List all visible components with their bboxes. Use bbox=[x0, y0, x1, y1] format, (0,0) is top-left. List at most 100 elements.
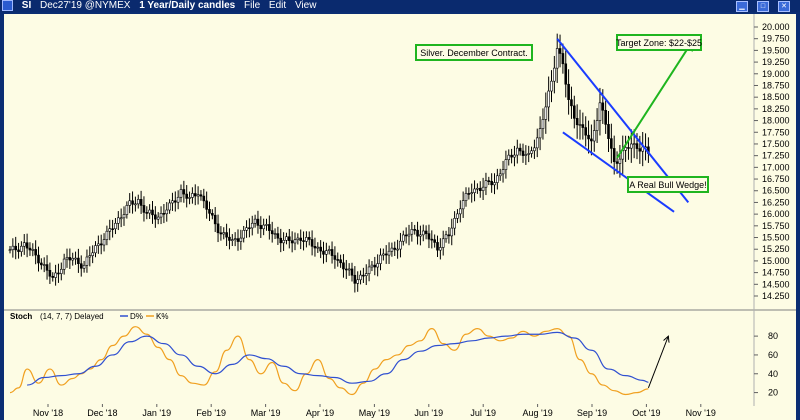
date-tick-label: Jan '19 bbox=[142, 408, 171, 418]
candle bbox=[439, 238, 442, 260]
candle bbox=[572, 95, 576, 129]
candle bbox=[570, 86, 573, 119]
price-tick-label: 18.000 bbox=[762, 116, 790, 126]
candle bbox=[54, 264, 57, 286]
menu-view[interactable]: View bbox=[294, 0, 317, 12]
candle bbox=[590, 124, 593, 156]
stoch-name: Stoch bbox=[10, 312, 32, 321]
candle bbox=[102, 233, 106, 252]
candle bbox=[108, 219, 112, 241]
date-tick-label: Nov '18 bbox=[33, 408, 63, 418]
date-tick-label: Sep '19 bbox=[577, 408, 607, 418]
annotation-target[interactable]: Target Zone: $22-$25 bbox=[616, 34, 702, 51]
candle bbox=[421, 224, 425, 242]
stoch-tick-label: 40 bbox=[768, 369, 778, 379]
annotation-contract-text: Silver. December Contract. bbox=[420, 48, 528, 58]
close-icon[interactable]: ✕ bbox=[778, 1, 790, 12]
price-tick-label: 15.750 bbox=[762, 221, 790, 231]
symbol-label[interactable]: SI bbox=[21, 0, 32, 12]
candle bbox=[305, 231, 308, 248]
candle bbox=[248, 218, 251, 238]
price-tick-label: 14.750 bbox=[762, 268, 790, 278]
candle bbox=[330, 241, 334, 264]
candle bbox=[550, 70, 553, 103]
annotation-wedge[interactable]: A Real Bull Wedge! bbox=[627, 176, 709, 193]
candle bbox=[256, 210, 260, 234]
candle bbox=[136, 194, 140, 209]
candle bbox=[307, 231, 311, 246]
stoch-panel-bg bbox=[4, 310, 754, 406]
candle bbox=[154, 206, 157, 228]
candle bbox=[236, 229, 240, 251]
candle bbox=[125, 201, 129, 219]
channel-lower[interactable] bbox=[562, 131, 675, 213]
candle bbox=[14, 236, 17, 260]
candle bbox=[461, 191, 465, 218]
stoch-axis: 80 60 40 20 bbox=[754, 331, 778, 398]
price-tick-label: 18.250 bbox=[762, 104, 790, 114]
candle bbox=[250, 215, 254, 236]
candle bbox=[595, 108, 599, 143]
target-arrow[interactable] bbox=[616, 38, 695, 159]
candle bbox=[544, 92, 548, 134]
candle bbox=[28, 242, 32, 256]
candle bbox=[262, 218, 265, 236]
channel-upper[interactable] bbox=[556, 38, 690, 204]
interval-selector[interactable]: 1 Year/Daily candles bbox=[139, 0, 236, 12]
candle bbox=[174, 191, 177, 212]
price-tick-label: 18.750 bbox=[762, 80, 790, 90]
candles bbox=[8, 33, 650, 293]
candle bbox=[22, 234, 26, 255]
candle bbox=[8, 245, 12, 254]
menu-file[interactable]: File bbox=[244, 0, 261, 12]
window-controls: ▁ □ ✕ bbox=[736, 1, 796, 12]
candle bbox=[245, 220, 248, 238]
candle bbox=[191, 187, 194, 204]
price-tick-label: 15.250 bbox=[762, 244, 790, 254]
candle bbox=[350, 262, 354, 282]
candle bbox=[458, 200, 462, 223]
candle bbox=[476, 183, 479, 194]
date-tick-label: Apr '19 bbox=[306, 408, 334, 418]
candle bbox=[268, 215, 271, 240]
candle bbox=[270, 221, 274, 243]
candle bbox=[231, 234, 234, 247]
candle bbox=[20, 241, 23, 257]
date-tick-label: May '19 bbox=[359, 408, 390, 418]
annotation-contract[interactable]: Silver. December Contract. bbox=[415, 44, 533, 61]
candle bbox=[501, 160, 505, 183]
candle bbox=[538, 116, 542, 151]
candle bbox=[91, 245, 94, 264]
price-tick-label: 14.250 bbox=[762, 291, 790, 301]
drawings[interactable] bbox=[556, 38, 695, 213]
candle bbox=[208, 201, 211, 222]
candle bbox=[507, 149, 511, 166]
candle bbox=[530, 146, 533, 158]
annotation-target-text: Target Zone: $22-$25 bbox=[616, 38, 702, 48]
candle bbox=[453, 211, 456, 236]
contract-description[interactable]: Dec27'19 @NYMEX bbox=[40, 0, 131, 12]
d-line bbox=[27, 331, 649, 386]
stoch-legend[interactable]: Stoch (14, 7, 7) Delayed D% K% bbox=[10, 312, 168, 321]
candle bbox=[367, 259, 371, 282]
date-axis: Nov '18 Dec '18 Jan '19 Feb '19 Mar '19 Apr '… bbox=[33, 404, 716, 418]
candle bbox=[94, 241, 97, 258]
candle bbox=[399, 232, 402, 258]
candle bbox=[410, 221, 414, 242]
candle bbox=[390, 242, 394, 257]
candle bbox=[393, 241, 397, 257]
candle bbox=[450, 218, 454, 246]
candle bbox=[105, 225, 109, 246]
candle bbox=[265, 218, 268, 231]
minimize-icon[interactable]: ▁ bbox=[736, 1, 748, 12]
candle bbox=[413, 224, 417, 235]
price-tick-label: 17.000 bbox=[762, 162, 790, 172]
candle bbox=[336, 252, 340, 267]
stoch-arrow[interactable] bbox=[647, 336, 668, 389]
candle bbox=[575, 104, 579, 139]
menu-edit[interactable]: Edit bbox=[268, 0, 287, 12]
maximize-icon[interactable]: □ bbox=[757, 1, 769, 12]
candle bbox=[587, 120, 590, 154]
